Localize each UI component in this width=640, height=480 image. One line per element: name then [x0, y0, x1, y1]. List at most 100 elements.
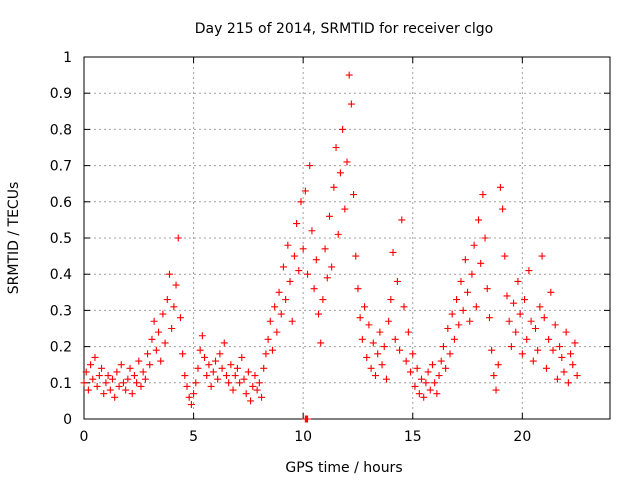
y-tick-label: 0.1 — [50, 376, 72, 392]
data-point — [525, 267, 533, 275]
data-point — [119, 379, 127, 387]
data-point — [310, 285, 318, 293]
data-point — [488, 346, 496, 354]
data-point — [299, 245, 307, 253]
data-point — [275, 288, 283, 296]
data-point — [95, 372, 103, 380]
data-point — [415, 390, 423, 398]
data-point — [201, 353, 209, 361]
y-tick-label: 0.7 — [50, 159, 72, 175]
data-point — [163, 296, 171, 304]
data-point — [209, 368, 217, 376]
data-point — [170, 303, 178, 311]
data-point — [183, 382, 191, 390]
data-point — [328, 263, 336, 271]
data-point — [255, 379, 263, 387]
data-point — [450, 335, 458, 343]
data-points — [80, 71, 581, 423]
data-point — [236, 379, 244, 387]
data-point — [534, 346, 542, 354]
data-point — [277, 310, 285, 318]
data-point — [297, 198, 305, 206]
data-point — [264, 335, 272, 343]
data-point — [262, 350, 270, 358]
data-point — [551, 321, 559, 329]
data-point — [393, 277, 401, 285]
data-point — [323, 274, 331, 282]
data-point — [418, 375, 426, 383]
data-point — [334, 230, 342, 238]
data-point — [187, 401, 195, 409]
data-point — [457, 277, 465, 285]
data-point — [444, 325, 452, 332]
data-point — [238, 353, 246, 361]
data-point — [286, 277, 294, 285]
data-point — [155, 328, 163, 336]
data-point — [402, 357, 410, 365]
data-point — [312, 256, 320, 264]
data-point — [374, 350, 382, 358]
data-point — [475, 216, 482, 224]
data-point — [181, 372, 189, 380]
data-point — [573, 372, 581, 380]
data-point — [545, 335, 553, 343]
data-point — [315, 310, 323, 318]
data-point — [382, 375, 390, 383]
data-point — [295, 267, 303, 275]
data-point — [407, 368, 415, 376]
data-point — [468, 270, 476, 278]
data-point — [540, 314, 548, 322]
data-point — [442, 364, 450, 372]
data-point — [279, 263, 287, 271]
data-point — [459, 306, 467, 314]
data-point — [100, 390, 108, 398]
data-point — [470, 241, 478, 249]
data-point — [477, 259, 485, 267]
data-point — [531, 325, 539, 332]
data-point — [380, 343, 388, 351]
axis-ticks: 00.10.20.30.40.50.60.70.80.910 5 10 15 20 — [50, 50, 610, 445]
data-point — [111, 393, 119, 401]
data-point — [472, 303, 480, 311]
y-tick-label: 1 — [63, 50, 72, 66]
data-point — [194, 364, 202, 372]
data-point — [492, 386, 500, 394]
data-point — [233, 364, 241, 372]
data-point — [571, 339, 579, 347]
data-point — [141, 375, 149, 383]
data-point — [304, 270, 312, 278]
data-point — [137, 382, 145, 390]
grid-layer — [84, 57, 610, 419]
x-tick-label: 10 — [294, 429, 312, 445]
data-point — [152, 346, 160, 354]
data-point — [435, 372, 443, 380]
data-point — [284, 241, 292, 249]
data-point — [363, 353, 371, 361]
data-point — [179, 350, 187, 358]
data-point — [247, 397, 255, 405]
data-point — [343, 158, 351, 166]
data-point — [176, 314, 184, 322]
data-point — [569, 361, 577, 369]
data-point — [229, 386, 237, 394]
data-point — [523, 335, 531, 343]
data-point — [288, 317, 296, 325]
y-tick-label: 0.5 — [50, 231, 72, 247]
data-point — [341, 205, 349, 213]
data-point — [562, 328, 570, 336]
data-point — [347, 100, 355, 108]
data-point — [558, 353, 566, 361]
data-point — [273, 328, 281, 336]
data-point — [157, 357, 165, 365]
y-tick-label: 0.6 — [50, 195, 72, 211]
data-point — [231, 372, 239, 380]
data-point — [426, 386, 434, 394]
data-point — [455, 321, 463, 329]
data-point — [431, 379, 439, 387]
data-point — [367, 364, 375, 372]
data-point — [549, 346, 557, 354]
data-point — [220, 339, 228, 347]
data-point — [192, 379, 200, 387]
data-point — [89, 375, 97, 383]
